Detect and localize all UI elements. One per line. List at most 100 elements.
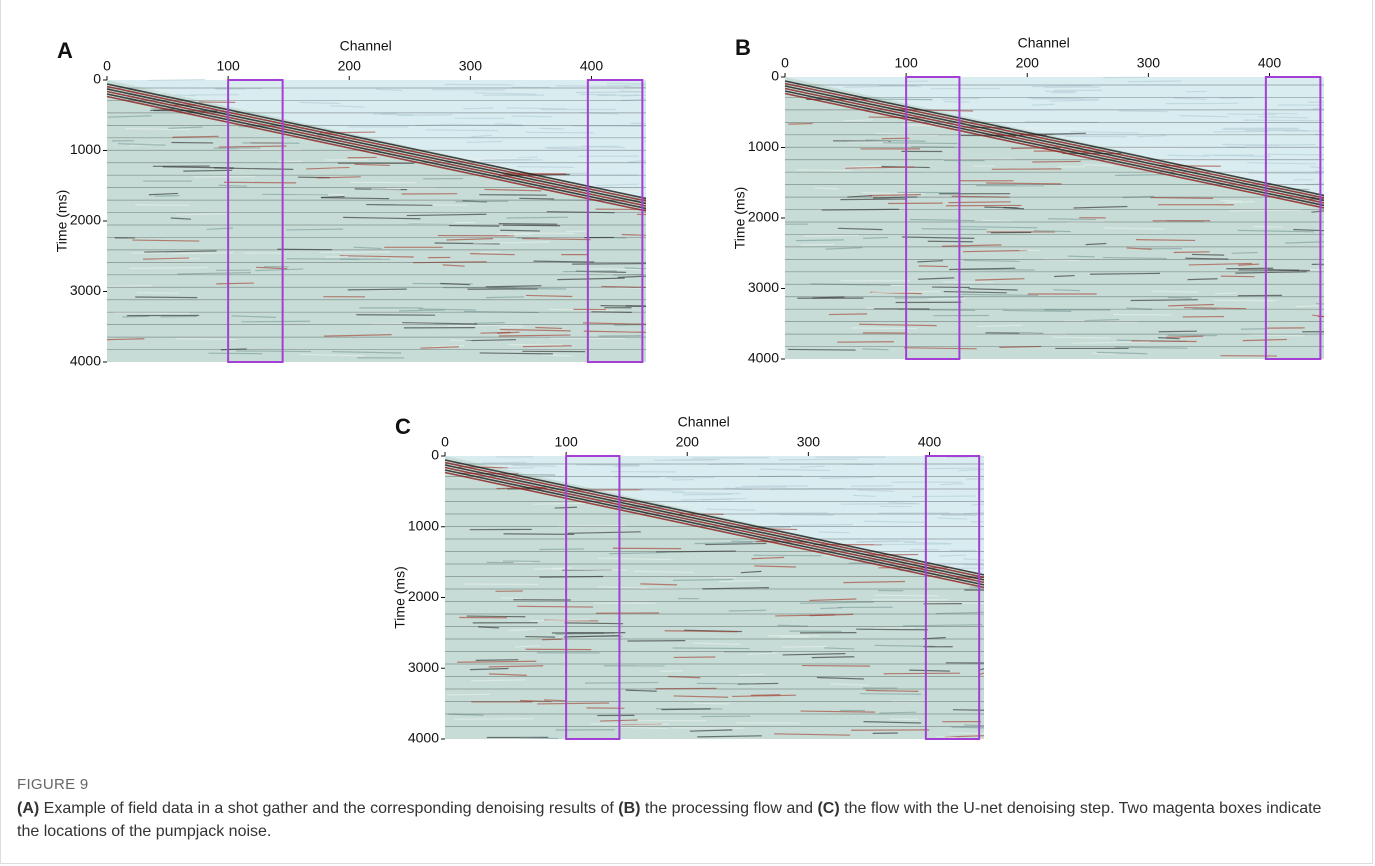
trace-streak (1127, 80, 1181, 83)
trace-streak (820, 607, 843, 610)
trace-streak (1284, 241, 1325, 244)
first-break (106, 83, 647, 200)
trace-streak (216, 282, 254, 285)
y-tick-label: 2000 (70, 212, 101, 228)
trace-streak (223, 181, 297, 184)
caption-run: Example of field data in a shot gather a… (39, 800, 619, 817)
trace-streak (563, 635, 619, 638)
trace-streak (575, 91, 642, 94)
trace-streak (1248, 334, 1305, 337)
trace-streak (557, 525, 626, 527)
trace-streak (1083, 164, 1114, 167)
x-tick-label: 400 (918, 434, 942, 450)
trace-streak (508, 628, 536, 632)
trace-streak (1247, 162, 1317, 165)
trace-streak (962, 249, 1028, 253)
y-axis-title: Time (ms) (732, 187, 748, 249)
trace-streak (918, 265, 948, 268)
trace-streak (117, 143, 166, 146)
trace-streak (1267, 269, 1310, 272)
trace-streak (547, 147, 590, 150)
trace-streak (1191, 253, 1225, 256)
trace-streak (951, 195, 1010, 198)
trace-streak (656, 550, 736, 553)
trace-streak (999, 345, 1042, 348)
trace-streak (484, 158, 531, 161)
trace-streak (1166, 335, 1204, 338)
trace-streak (1184, 306, 1247, 310)
trace-streak (512, 464, 557, 467)
trace-streak (463, 107, 494, 110)
trace-streak (506, 216, 568, 219)
trace-streak (501, 597, 523, 600)
trace-streak (873, 543, 952, 546)
trace-streak (299, 101, 341, 105)
trace-streak (879, 711, 917, 714)
trace-streak (1033, 230, 1071, 233)
trace-streak (964, 724, 985, 727)
trace-streak (442, 264, 465, 267)
trace-streak (1043, 258, 1080, 262)
trace-streak (1032, 160, 1081, 163)
trace-streak (586, 268, 647, 271)
panel-label: A (57, 38, 73, 63)
trace-streak (706, 508, 756, 511)
trace-streak (531, 619, 591, 622)
trace-streak (473, 241, 550, 244)
caption: FIGURE 9 (A) Example of field data in a … (17, 776, 1337, 843)
trace-streak (500, 326, 524, 329)
trace-streak (519, 197, 555, 200)
trace-streak (208, 352, 263, 355)
trace-streak (1214, 292, 1237, 295)
trace-streak (911, 146, 955, 148)
caption-run: (C) (817, 800, 840, 817)
trace-streak (705, 542, 767, 546)
trace-streak (948, 201, 1011, 204)
trace-streak (830, 683, 870, 686)
trace-streak (235, 350, 312, 353)
trace-streak (579, 112, 619, 115)
trace-streak (488, 673, 527, 676)
trace-streak (1295, 305, 1319, 308)
trace-streak (354, 163, 390, 167)
trace-streak (809, 598, 857, 602)
trace-streak (814, 187, 839, 190)
trace-streak (754, 565, 797, 568)
x-tick-label: 300 (459, 58, 483, 74)
trace-streak (639, 489, 685, 492)
trace-streak (535, 326, 563, 330)
trace-streak (1266, 188, 1310, 191)
trace-streak (873, 627, 915, 630)
trace-streak (1049, 99, 1099, 102)
y-tick-label: 4000 (70, 353, 101, 369)
trace-streak (697, 735, 762, 738)
y-tick-label: 1000 (748, 138, 779, 154)
trace-streak (912, 495, 976, 498)
trace-streak (475, 659, 519, 661)
trace-streak (601, 285, 647, 289)
trace-streak (1070, 131, 1139, 134)
trace-streak (976, 324, 1023, 328)
trace-streak (1174, 97, 1207, 100)
trace-streak (107, 284, 152, 288)
seismic-image (106, 79, 647, 362)
trace-streak (148, 192, 179, 196)
trace-streak (144, 250, 217, 253)
trace-streak (1244, 143, 1316, 147)
trace-streak (446, 693, 491, 696)
highlight-box (924, 455, 981, 740)
trace-streak (902, 124, 981, 128)
first-break (784, 85, 1325, 202)
caption-run: (B) (618, 800, 641, 817)
x-tick-label: 300 (1137, 55, 1161, 71)
trace-streak (788, 122, 813, 125)
trace-streak (883, 142, 958, 145)
trace-streak (300, 353, 365, 357)
trace-streak (810, 283, 891, 286)
trace-streak (1091, 352, 1116, 355)
trace-streak (1137, 135, 1167, 138)
trace-streak (465, 339, 517, 342)
trace-streak (1179, 115, 1229, 118)
trace-streak (799, 465, 825, 468)
trace-streak (921, 228, 987, 231)
